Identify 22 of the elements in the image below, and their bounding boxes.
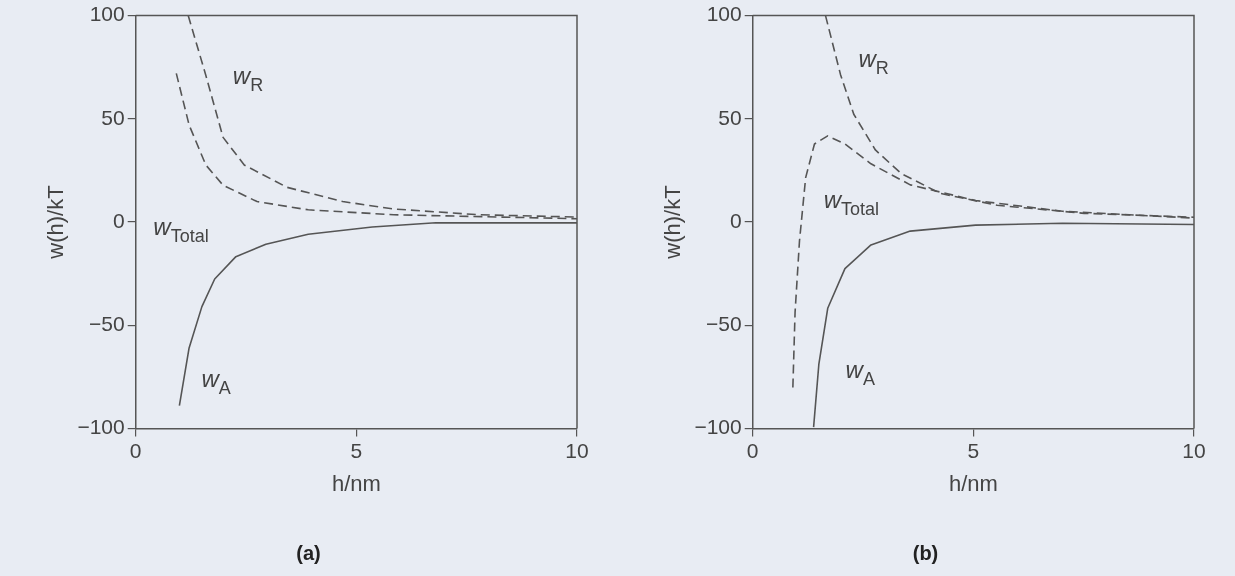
y-tick-label: −100	[77, 415, 125, 439]
x-tick-label: 5	[967, 438, 980, 462]
y-tick-label: 100	[706, 2, 742, 26]
y-tick-label: −50	[89, 312, 125, 335]
x-tick-label: 0	[129, 438, 142, 462]
x-tick-label: 5	[350, 438, 363, 462]
y-tick-label: −50	[706, 312, 742, 335]
x-tick-label: 10	[1182, 438, 1206, 462]
x-tick-label: 10	[565, 438, 589, 462]
text: (a)	[296, 541, 321, 564]
y-tick-label: 0	[730, 208, 742, 232]
y-tick-label: 100	[89, 2, 125, 26]
x-tick-label: 0	[746, 438, 759, 462]
y-tick-label: 0	[113, 208, 125, 232]
y-tick-label: 50	[718, 105, 742, 129]
y-axis-title: w(h)/kT	[660, 185, 686, 260]
y-tick-label: −100	[694, 415, 742, 439]
x-axis-title: h/nm	[948, 470, 998, 496]
y-tick-label: 50	[101, 105, 125, 129]
y-axis-title: w(h)/kT	[43, 185, 69, 260]
text: (b)	[912, 541, 939, 564]
x-axis-title: h/nm	[331, 470, 381, 496]
